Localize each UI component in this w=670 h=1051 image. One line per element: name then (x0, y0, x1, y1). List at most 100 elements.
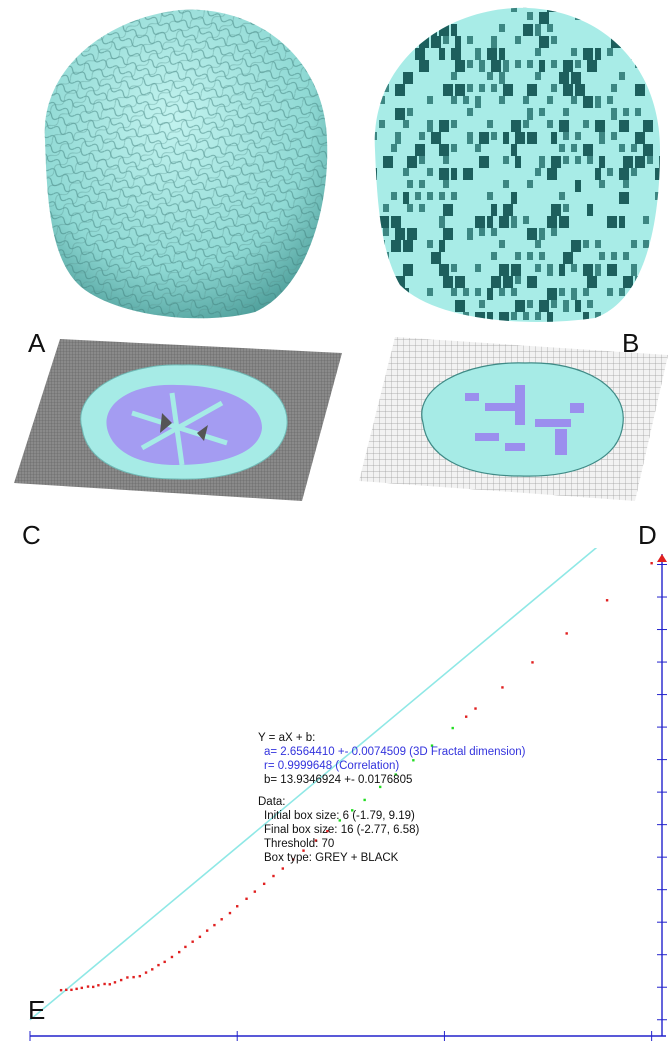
voxel-block (443, 228, 453, 240)
voxel-block (463, 7, 473, 12)
voxel-block (407, 180, 413, 188)
voxel-block (571, 7, 577, 12)
voxel-block (511, 264, 521, 276)
voxel-block (587, 204, 593, 216)
voxel-block (515, 252, 521, 260)
data-point (605, 599, 609, 602)
voxel-block (374, 168, 377, 180)
voxel-block (551, 228, 557, 236)
voxel-block (419, 180, 425, 188)
voxel-block (547, 120, 553, 128)
data-point (253, 890, 257, 893)
voxel-block (563, 156, 569, 164)
voxel-block (571, 240, 581, 252)
voxel-block (527, 108, 533, 120)
voxel-block (491, 132, 497, 140)
voxel-block (415, 192, 421, 200)
voxel-block (499, 96, 505, 104)
voxel-block (391, 144, 397, 152)
data-point (281, 867, 284, 870)
voxel-block (355, 312, 361, 320)
voxel-block (535, 312, 541, 320)
data-point (314, 839, 318, 842)
voxel-block (535, 264, 541, 272)
voxel-block (463, 288, 469, 296)
data-point (650, 562, 653, 565)
voxel-block (539, 156, 545, 168)
voxel-block (611, 84, 617, 92)
voxel-block (503, 60, 509, 72)
voxel-block (403, 192, 409, 204)
voxel-block (551, 300, 557, 308)
voxel-block (439, 48, 445, 60)
voxel-block (547, 96, 553, 104)
voxel-block (467, 132, 473, 144)
data-point (132, 975, 135, 979)
voxel-block (551, 36, 557, 44)
voxel-block (511, 144, 517, 156)
voxel-block (503, 276, 513, 288)
voxel-block (595, 120, 605, 132)
voxel-block (455, 300, 465, 312)
voxel-block (491, 252, 497, 260)
voxel-block (547, 288, 557, 300)
voxel-block (647, 12, 653, 20)
voxel-block (499, 216, 509, 228)
data-point (338, 819, 341, 822)
voxel-block (595, 96, 601, 108)
voxel-block (571, 144, 577, 152)
voxel-block (551, 132, 557, 144)
voxel-block (559, 144, 565, 152)
data-point (451, 726, 454, 730)
voxel-block (607, 216, 617, 228)
voxel-block (455, 276, 465, 288)
voxel-block (383, 84, 389, 92)
voxel-block (475, 288, 481, 296)
voxel-block (655, 24, 660, 32)
voxel-block (547, 24, 553, 32)
voxel-block (487, 48, 497, 60)
voxel-block (655, 96, 660, 104)
voxel-block (515, 300, 525, 312)
voxel-block (503, 180, 509, 188)
voxel-block (463, 96, 469, 104)
voxel-block (527, 300, 533, 308)
voxel-block (491, 84, 497, 92)
voxel-block (503, 84, 513, 96)
voxel-block (475, 216, 485, 228)
voxel-block (619, 288, 625, 296)
data-point (245, 897, 248, 900)
panel-d-label: D (638, 520, 657, 550)
regression-annotation: Y = aX + b: a= 2.6564410 +- 0.0074509 (3… (258, 732, 526, 864)
voxel-block (631, 240, 637, 248)
voxel-block (635, 276, 641, 284)
voxel-block (563, 300, 569, 312)
voxel-block (571, 48, 577, 56)
voxel-block (391, 240, 401, 252)
voxel-block (607, 7, 613, 12)
data-point (262, 882, 266, 886)
voxel-block (374, 108, 377, 116)
voxel-block (515, 60, 521, 68)
voxel-block (655, 48, 660, 60)
voxel-block (467, 36, 473, 44)
voxel-block (374, 132, 377, 140)
voxel-block (599, 132, 605, 144)
data-point (220, 918, 223, 921)
panel-a-label: A (28, 328, 46, 358)
voxel-block (643, 264, 653, 276)
voxel-block (443, 156, 449, 164)
voxel-block (451, 264, 457, 272)
voxel-block (499, 312, 509, 322)
data-point (138, 974, 142, 978)
voxel-block (467, 84, 473, 92)
data-point (272, 874, 275, 878)
data-point (119, 978, 123, 982)
voxel-block (607, 96, 613, 104)
voxel-block (631, 144, 637, 152)
voxel-block (379, 240, 385, 248)
voxel-block (407, 156, 417, 168)
voxel-block (383, 60, 389, 68)
data-points (59, 562, 653, 992)
voxel-block (551, 84, 557, 92)
